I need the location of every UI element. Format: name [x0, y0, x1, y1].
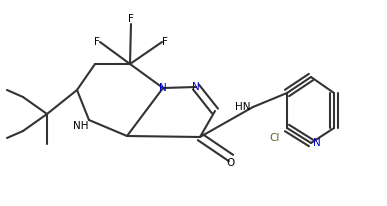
- Text: F: F: [162, 37, 168, 47]
- Text: F: F: [94, 37, 100, 47]
- Text: NH: NH: [73, 121, 89, 131]
- Text: N: N: [159, 83, 167, 93]
- Text: N: N: [192, 82, 200, 92]
- Text: O: O: [227, 158, 235, 168]
- Text: Cl: Cl: [270, 133, 280, 143]
- Text: N: N: [313, 138, 321, 148]
- Text: F: F: [128, 14, 134, 24]
- Text: HN: HN: [236, 102, 251, 112]
